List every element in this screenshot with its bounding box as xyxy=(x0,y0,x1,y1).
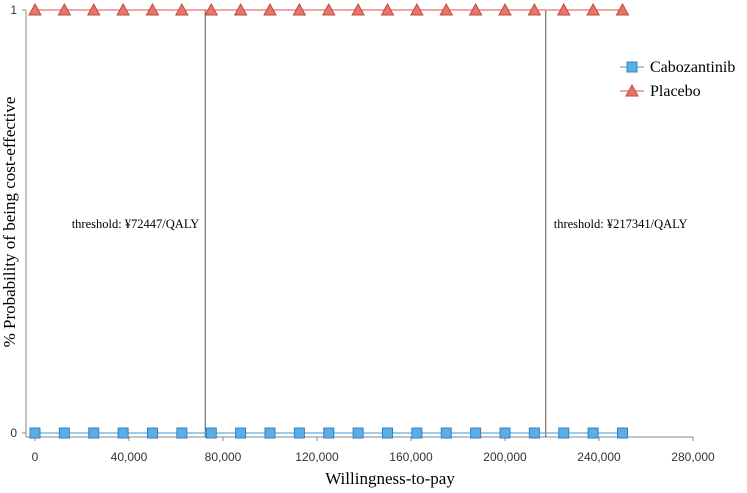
triangle-marker xyxy=(410,2,424,16)
square-marker xyxy=(58,427,70,439)
triangle-marker xyxy=(439,2,454,16)
triangle-marker xyxy=(204,2,219,16)
x-tick-label: 120,000 xyxy=(295,450,339,464)
triangle-marker xyxy=(351,2,365,16)
square-marker xyxy=(626,61,638,73)
square-marker xyxy=(323,427,335,439)
threshold-lines: threshold: ¥72447/QALY threshold: ¥217341… xyxy=(72,10,688,437)
square-marker xyxy=(617,427,628,439)
legend-label: Placebo xyxy=(650,83,701,100)
x-axis-label: Willingness-to-pay xyxy=(325,469,455,488)
x-tick-label: 40,000 xyxy=(111,450,148,464)
x-tick-label: 80,000 xyxy=(205,450,242,464)
square-marker xyxy=(205,427,217,439)
series-placebo xyxy=(28,2,630,16)
square-marker xyxy=(528,427,540,439)
square-marker xyxy=(88,427,100,439)
square-marker xyxy=(147,427,158,439)
triangle-marker xyxy=(321,2,336,16)
threshold-label: threshold: ¥217341/QALY xyxy=(554,217,688,231)
square-marker xyxy=(264,427,276,439)
x-tick-label: 0 xyxy=(32,450,39,464)
y-tick-label: 1 xyxy=(10,3,17,17)
triangle-marker xyxy=(292,2,307,16)
square-marker xyxy=(558,427,570,439)
x-tick-label: 240,000 xyxy=(577,450,621,464)
square-marker xyxy=(352,427,364,439)
series-cabozantinib xyxy=(29,427,628,439)
triangle-marker xyxy=(468,2,483,16)
x-tick-label: 160,000 xyxy=(389,450,433,464)
triangle-marker xyxy=(380,2,395,16)
triangle-marker xyxy=(263,2,277,16)
triangle-marker xyxy=(527,2,542,16)
y-axis-label: % Probability of being cost-effective xyxy=(0,97,19,348)
legend-label: Cabozantinib xyxy=(650,59,735,76)
square-marker xyxy=(29,427,41,439)
x-tick-label: 280,000 xyxy=(671,450,715,464)
triangle-marker xyxy=(28,2,42,16)
square-marker xyxy=(117,427,129,439)
triangle-marker xyxy=(116,2,130,16)
triangle-marker xyxy=(615,2,630,16)
series-group xyxy=(28,2,630,439)
square-marker xyxy=(293,427,305,439)
square-marker xyxy=(382,427,393,439)
triangle-marker xyxy=(57,2,72,16)
square-marker xyxy=(587,427,599,439)
triangle-marker xyxy=(175,2,189,16)
triangle-marker xyxy=(556,2,571,16)
x-tick-label: 200,000 xyxy=(483,450,527,464)
square-marker xyxy=(440,427,452,439)
square-marker xyxy=(499,427,511,439)
triangle-marker xyxy=(145,2,160,16)
square-marker xyxy=(235,427,247,439)
triangle-marker xyxy=(86,2,101,16)
square-marker xyxy=(411,427,423,439)
axes: 0 40,000 80,000 120,000 160,000 200,000 240,00… xyxy=(10,3,715,464)
triangle-marker xyxy=(233,2,248,16)
square-marker xyxy=(470,427,482,439)
triangle-marker xyxy=(586,2,600,16)
y-tick-label: 0 xyxy=(10,426,17,440)
threshold-label: threshold: ¥72447/QALY xyxy=(72,217,200,231)
legend: Cabozantinib Placebo xyxy=(620,59,735,100)
square-marker xyxy=(176,427,188,439)
triangle-marker xyxy=(625,83,639,97)
triangle-marker xyxy=(498,2,512,16)
